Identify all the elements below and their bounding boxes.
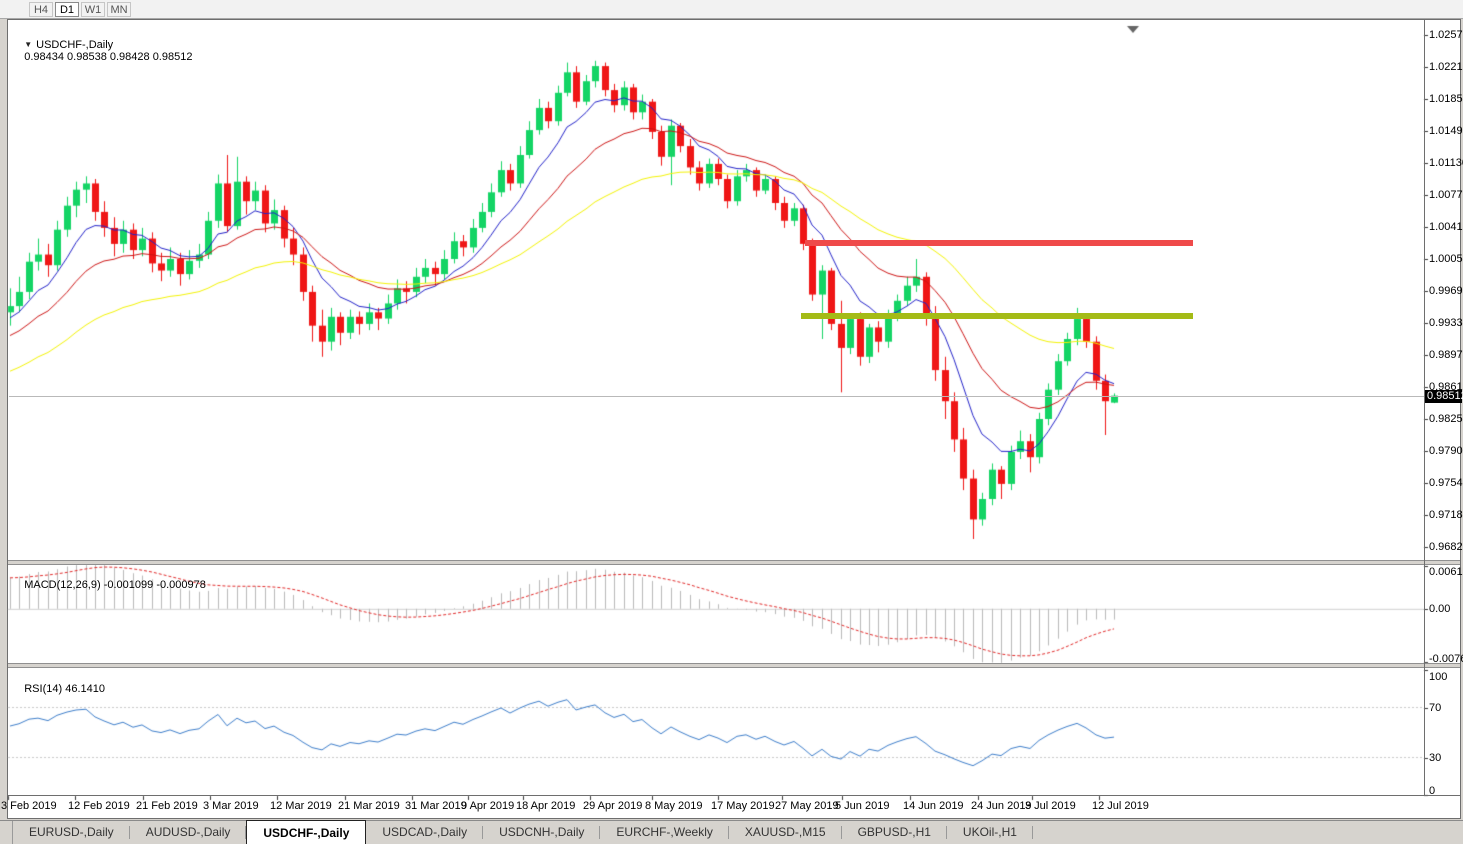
price-axis-label: 1.02210 bbox=[1429, 61, 1463, 73]
pane-separator-rsi[interactable] bbox=[8, 663, 1460, 668]
date-axis-label: 17 May 2019 bbox=[711, 800, 775, 812]
resistance-line[interactable] bbox=[805, 240, 1193, 246]
date-axis-label: 12 Feb 2019 bbox=[68, 800, 130, 812]
rsi-axis-label: 0 bbox=[1429, 785, 1436, 797]
date-axis-label: 12 Jul 2019 bbox=[1092, 800, 1149, 812]
date-axis-label: 9 Apr 2019 bbox=[461, 800, 515, 812]
price-axis-label: 1.00770 bbox=[1429, 189, 1463, 201]
current-price-line bbox=[9, 396, 1424, 397]
date-axis-border bbox=[8, 795, 1460, 796]
macd-axis-label: 0.00 bbox=[1429, 602, 1451, 615]
support-line[interactable] bbox=[801, 313, 1193, 319]
price-axis-border bbox=[1424, 20, 1425, 795]
tab-usdcnh-daily[interactable]: USDCNH-,Daily bbox=[483, 821, 601, 844]
tab-usdcad-daily[interactable]: USDCAD-,Daily bbox=[366, 821, 483, 844]
date-axis-label: 29 Apr 2019 bbox=[583, 800, 643, 812]
tab-eurchf-weekly[interactable]: EURCHF-,Weekly bbox=[600, 821, 730, 844]
tab-xauusd-m15[interactable]: XAUUSD-,M15 bbox=[729, 821, 842, 844]
date-axis-label: 21 Mar 2019 bbox=[338, 800, 400, 812]
pane-separator-macd[interactable] bbox=[8, 560, 1460, 565]
date-axis-label: 8 May 2019 bbox=[645, 800, 703, 812]
macd-indicator-label: MACD(12,26,9) -0.001099 -0.000978 bbox=[24, 579, 206, 591]
tab-audusd-daily[interactable]: AUDUSD-,Daily bbox=[130, 821, 247, 844]
date-axis-label: 18 Apr 2019 bbox=[516, 800, 576, 812]
date-axis-label: 31 Mar 2019 bbox=[405, 800, 467, 812]
date-axis-label: 5 Jun 2019 bbox=[835, 800, 890, 812]
date-axis-label: 21 Feb 2019 bbox=[136, 800, 198, 812]
chart-symbol-label: USDCHF-,Daily bbox=[36, 39, 114, 51]
current-price-label: 0.98512 bbox=[1425, 390, 1463, 403]
rsi-axis-label: 70 bbox=[1429, 701, 1442, 714]
macd-axis-label: -0.007612 bbox=[1429, 653, 1463, 665]
symbol-tabbar: EURUSD-,Daily AUDUSD-,Daily USDCHF-,Daily U… bbox=[0, 820, 1463, 844]
price-axis-label: 1.01850 bbox=[1429, 93, 1463, 105]
tabbar-stub bbox=[0, 821, 13, 844]
date-axis-label: 27 May 2019 bbox=[775, 800, 839, 812]
date-axis-label: 3 Jul 2019 bbox=[1025, 800, 1076, 812]
rsi-axis-label: 30 bbox=[1429, 751, 1442, 764]
chart-ohlc-values: 0.98434 0.98538 0.98428 0.98512 bbox=[24, 51, 193, 63]
price-axis-label: 1.02570 bbox=[1429, 29, 1463, 41]
tab-ukoil-h1[interactable]: UKOil-,H1 bbox=[947, 821, 1033, 844]
date-axis-label: 12 Mar 2019 bbox=[270, 800, 332, 812]
date-axis-label: 3 Mar 2019 bbox=[203, 800, 259, 812]
price-axis-label: 1.00410 bbox=[1429, 221, 1463, 233]
rsi-indicator-label: RSI(14) 46.1410 bbox=[24, 683, 105, 695]
tab-eurusd-daily[interactable]: EURUSD-,Daily bbox=[13, 821, 130, 844]
rsi-axis-label: 100 bbox=[1429, 671, 1448, 683]
tab-gbpusd-h1[interactable]: GBPUSD-,H1 bbox=[842, 821, 948, 844]
date-axis-label: 14 Jun 2019 bbox=[903, 800, 964, 812]
price-axis-label: 1.01130 bbox=[1429, 157, 1463, 169]
tab-usdchf-daily[interactable]: USDCHF-,Daily bbox=[246, 820, 367, 844]
date-axis-label: 24 Jun 2019 bbox=[971, 800, 1032, 812]
macd-axis-label: 0.00613 bbox=[1429, 566, 1463, 578]
price-axis-label: 1.01490 bbox=[1429, 125, 1463, 137]
chevron-down-icon[interactable]: ▼ bbox=[24, 40, 33, 49]
date-axis-label: 3 Feb 2019 bbox=[1, 800, 57, 812]
chart-title: ▼ USDCHF-,Daily 0.98434 0.98538 0.98428 0… bbox=[12, 27, 192, 75]
